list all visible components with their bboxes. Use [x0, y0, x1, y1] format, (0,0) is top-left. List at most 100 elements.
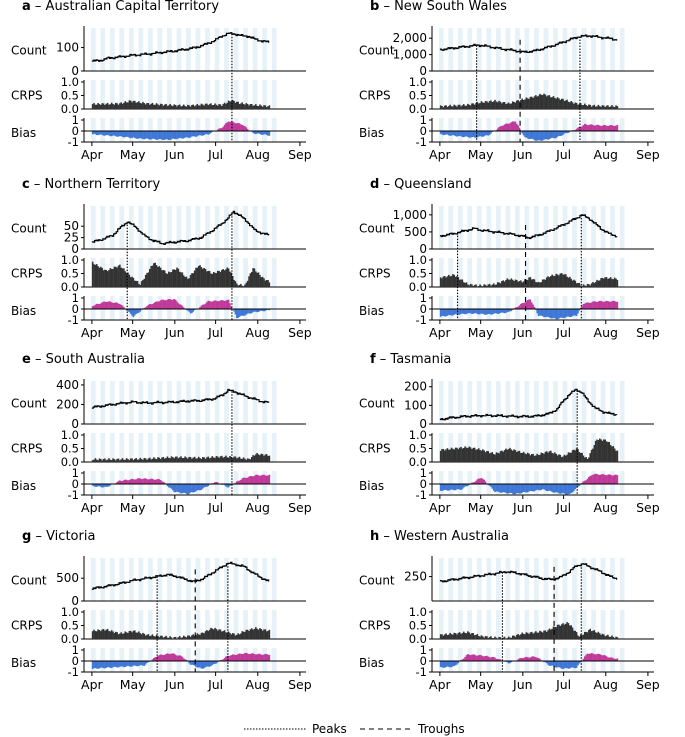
crps-bar: [127, 632, 129, 639]
crps-bar: [221, 455, 223, 462]
crps-bar: [603, 439, 605, 462]
crps-bar: [513, 449, 515, 462]
bias-bar: [129, 661, 132, 667]
week-band: [252, 80, 258, 109]
bias-bar: [185, 309, 188, 311]
bias-bar: [102, 661, 105, 669]
crps-bar: [245, 629, 248, 639]
bias-bar: [110, 131, 113, 137]
bias-bar: [509, 484, 511, 493]
crps-bar: [543, 630, 545, 639]
bias-bar: [119, 480, 121, 484]
row-label-crps: CRPS: [11, 619, 43, 633]
crps-bar: [509, 447, 511, 462]
crps-bar: [128, 274, 131, 287]
bias-tick-label: 1: [72, 113, 79, 127]
panel-name: – Australian Capital Territory: [31, 0, 220, 14]
crps-bar: [227, 457, 230, 462]
crps-bar: [178, 636, 181, 639]
crps-bar: [539, 630, 541, 639]
bias-bar: [484, 481, 487, 484]
bias-bar: [265, 475, 268, 484]
crps-bar: [458, 447, 461, 462]
bias-bar: [178, 484, 181, 493]
week-band: [515, 206, 520, 249]
crps-bar: [93, 103, 95, 109]
bias-tick-label: -1: [416, 665, 427, 679]
crps-bar: [146, 272, 148, 287]
bias-bar: [184, 131, 186, 138]
bias-bar: [173, 131, 176, 139]
bias-bar: [533, 306, 536, 309]
week-band: [262, 118, 267, 142]
crps-bar: [593, 445, 596, 462]
crps-bar: [585, 285, 587, 287]
crps-bar: [562, 274, 564, 287]
bias-bar: [558, 309, 560, 319]
bias-bar: [593, 125, 596, 131]
bias-bar: [241, 124, 244, 131]
crps-bar: [204, 268, 207, 287]
crps-bar: [110, 268, 113, 287]
crps-bar: [445, 449, 447, 462]
week-band: [476, 610, 482, 639]
bias-bar: [506, 484, 509, 494]
crps-bar: [598, 438, 601, 462]
week-band: [119, 433, 125, 462]
bias-bar: [110, 302, 113, 309]
bias-bar: [535, 131, 537, 141]
bias-bar: [556, 131, 559, 137]
bias-bar: [479, 309, 481, 315]
week-band: [90, 28, 96, 71]
bias-bar: [592, 653, 594, 661]
crps-bar: [169, 272, 171, 287]
crps-bar: [502, 451, 504, 462]
crps-bar: [544, 94, 547, 109]
crps-bar: [163, 270, 166, 287]
crps-bar: [473, 284, 476, 287]
bias-bar: [127, 661, 129, 666]
week-band: [233, 28, 239, 71]
week-band: [600, 206, 606, 249]
bias-bar: [242, 309, 245, 316]
crps-bar: [170, 105, 173, 109]
crps-bar: [153, 104, 155, 109]
bias-bar: [452, 661, 454, 667]
crps-bar: [182, 635, 185, 639]
crps-bar: [443, 276, 446, 287]
crps-bar: [547, 276, 549, 287]
bias-bar: [439, 484, 442, 491]
crps-bar: [147, 272, 150, 287]
bias-bar: [264, 309, 267, 311]
crps-bar: [197, 634, 200, 639]
crps-bar: [237, 101, 239, 109]
bias-bar: [245, 309, 248, 315]
week-band: [205, 610, 210, 639]
crps-bar: [556, 455, 559, 462]
crps-bar: [586, 106, 589, 109]
bias-bar: [581, 482, 583, 484]
bias-bar: [439, 309, 442, 317]
crps-bar: [124, 459, 127, 462]
bias-bar: [498, 658, 500, 661]
crps-bar: [153, 457, 155, 462]
bias-bar: [592, 474, 594, 484]
bias-bar: [471, 482, 473, 484]
x-tick-label: Apr: [81, 677, 103, 692]
crps-bar: [139, 633, 142, 639]
bias-bar: [260, 131, 263, 135]
crps-bar: [223, 270, 226, 287]
crps-bar: [494, 99, 496, 109]
bias-bar: [101, 661, 103, 668]
crps-bar: [555, 273, 558, 287]
bias-bar: [104, 484, 106, 487]
week-band: [100, 381, 106, 424]
panel-title: e – South Australia: [22, 352, 145, 367]
crps-bar: [563, 100, 566, 109]
crps-bar: [443, 634, 446, 639]
crps-bar: [589, 453, 592, 462]
bias-bar: [169, 299, 171, 309]
count-tick-label: 200: [404, 380, 427, 394]
crps-bar: [458, 632, 461, 639]
week-band: [495, 28, 501, 71]
